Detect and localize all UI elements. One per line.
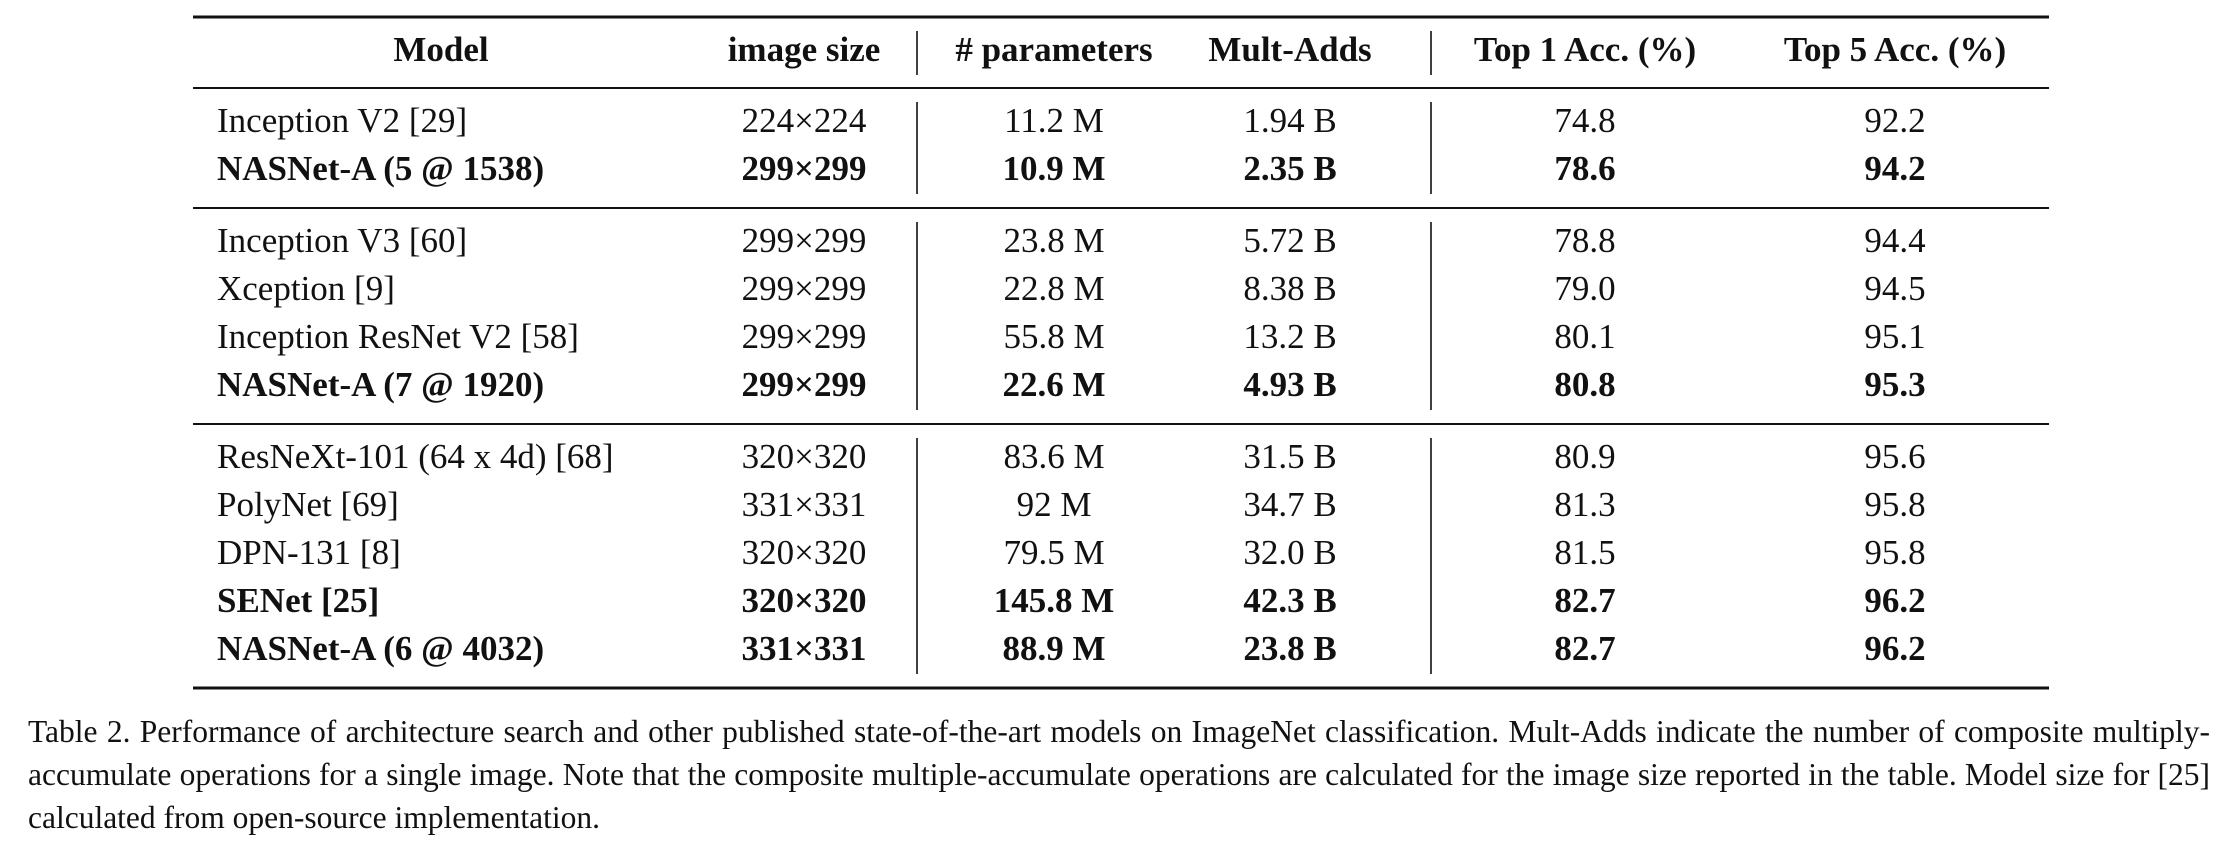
cell: 1.94 B [1243, 101, 1336, 140]
cell: 82.7 [1554, 629, 1615, 668]
cell: 95.3 [1864, 365, 1925, 404]
cell: 80.8 [1554, 365, 1615, 404]
cell: 320×320 [742, 581, 867, 620]
cell: 81.3 [1554, 485, 1615, 524]
row-label: Inception ResNet V2 [58] [217, 317, 579, 356]
cell: 31.5 B [1243, 437, 1336, 476]
cell: 94.5 [1864, 269, 1925, 308]
cell: 22.8 M [1003, 269, 1104, 308]
cell: 299×299 [742, 365, 867, 404]
header-cell: Top 5 Acc. (%) [1784, 30, 2006, 69]
cell: 88.9 M [1002, 629, 1105, 668]
cell: 95.8 [1864, 533, 1925, 572]
cell: 79.0 [1554, 269, 1615, 308]
cell: 81.5 [1554, 533, 1615, 572]
cell: 4.93 B [1243, 365, 1336, 404]
cell: 79.5 M [1003, 533, 1104, 572]
cell: 13.2 B [1243, 317, 1336, 356]
cell: 78.6 [1554, 149, 1615, 188]
cell: 145.8 M [994, 581, 1115, 620]
cell: 331×331 [742, 629, 867, 668]
cell: 23.8 B [1243, 629, 1336, 668]
cell: 94.4 [1864, 221, 1925, 260]
cell: 32.0 B [1243, 533, 1336, 572]
cell: 320×320 [742, 533, 867, 572]
header-cell: image size [728, 30, 881, 69]
cell: 299×299 [742, 317, 867, 356]
cell: 80.1 [1554, 317, 1615, 356]
row-label: ResNeXt-101 (64 x 4d) [68] [217, 437, 614, 476]
caption: Table 2. Performance of architecture sea… [28, 714, 2210, 835]
cell: 80.9 [1554, 437, 1615, 476]
cell: 23.8 M [1003, 221, 1104, 260]
header-cell: Top 1 Acc. (%) [1474, 30, 1696, 69]
cell: 299×299 [742, 221, 867, 260]
cell: 22.6 M [1002, 365, 1105, 404]
cell: 96.2 [1864, 581, 1925, 620]
row-label: Inception V2 [29] [217, 101, 467, 140]
cell: 8.38 B [1243, 269, 1336, 308]
cell: 299×299 [742, 149, 867, 188]
cell: 74.8 [1554, 101, 1615, 140]
row-label: SENet [25] [217, 581, 379, 620]
row-label: NASNet-A (7 @ 1920) [217, 365, 544, 404]
cell: 299×299 [742, 269, 867, 308]
cell: 94.2 [1864, 149, 1925, 188]
cell: 92.2 [1864, 101, 1925, 140]
row-label: DPN-131 [8] [217, 533, 401, 572]
cell: 55.8 M [1003, 317, 1104, 356]
cell: 320×320 [742, 437, 867, 476]
cell: 95.1 [1864, 317, 1925, 356]
cell: 34.7 B [1243, 485, 1336, 524]
row-label: PolyNet [69] [217, 485, 399, 524]
row-label: NASNet-A (5 @ 1538) [217, 149, 544, 188]
cell: 42.3 B [1243, 581, 1336, 620]
row-label: Inception V3 [60] [217, 221, 467, 260]
row-label: Xception [9] [217, 269, 395, 308]
cell: 11.2 M [1004, 101, 1104, 140]
cell: 92 M [1017, 485, 1092, 524]
cell: 2.35 B [1243, 149, 1336, 188]
cell: 83.6 M [1003, 437, 1104, 476]
cell: 224×224 [742, 101, 867, 140]
cell: 5.72 B [1243, 221, 1336, 260]
header-cell: # parameters [955, 30, 1152, 69]
cell: 95.8 [1864, 485, 1925, 524]
cell: 96.2 [1864, 629, 1925, 668]
cell: 331×331 [742, 485, 867, 524]
header-cell: Model [393, 30, 489, 69]
cell: 82.7 [1554, 581, 1615, 620]
row-label: NASNet-A (6 @ 4032) [217, 629, 544, 668]
cell: 95.6 [1864, 437, 1925, 476]
cell: 78.8 [1554, 221, 1615, 260]
table: Model image size # parameters Mult-Adds Top … [193, 15, 2049, 690]
header-cell: Mult-Adds [1208, 30, 1371, 69]
cell: 10.9 M [1002, 149, 1105, 188]
